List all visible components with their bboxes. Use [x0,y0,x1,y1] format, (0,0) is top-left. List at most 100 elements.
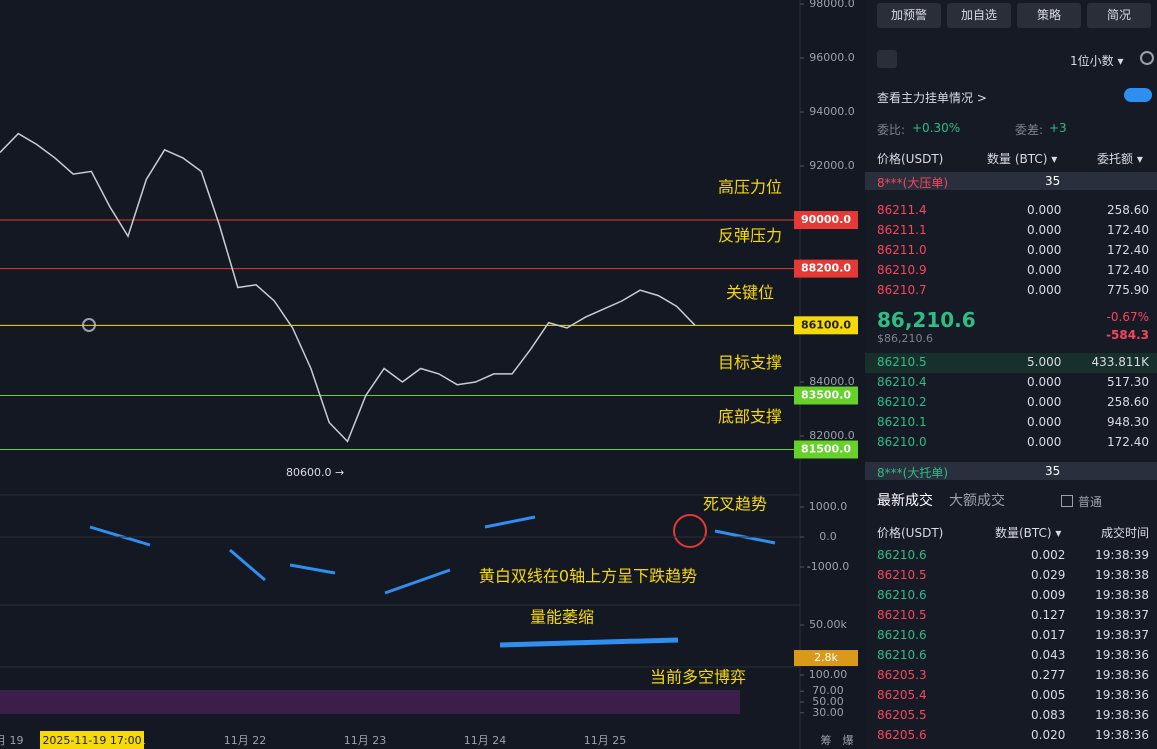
toggle[interactable] [1124,88,1152,102]
y-tick-label: 94000.0 [809,105,855,118]
trade-time: 19:38:39 [1095,548,1149,562]
x-tick-label: 11月 24 [464,734,507,747]
column-header[interactable]: 数量(BTC) ▾ [995,526,1062,540]
trade-time: 19:38:38 [1095,588,1149,602]
trade-time: 19:38:36 [1095,688,1149,702]
trade-time: 19:38:37 [1095,608,1149,622]
level-label: 86100.0 [801,318,851,331]
column-header: 价格(USDT) [877,152,944,166]
checkbox[interactable] [1061,495,1073,507]
level-box [794,440,858,459]
annotation: 量能萎缩 [530,608,594,627]
amount: 775.90 [1107,283,1149,297]
highlight-circle [673,514,707,548]
trade-qty: 0.020 [1031,728,1066,742]
trade-qty: 0.002 [1031,548,1066,562]
view-toggle[interactable] [877,50,897,68]
y-tick-label: 84000.0 [809,375,855,388]
ratio: +0.30% [912,121,961,135]
column-header: 成交时间 [1100,526,1149,540]
level-note: 关键位 [726,283,774,302]
price: 86210.9 [877,263,927,277]
annotation: 死叉趋势 [703,495,767,514]
trade-qty: 0.277 [1031,668,1066,682]
rsi-band [0,690,740,714]
bid-highlight [865,353,1157,373]
quantity: 0.000 [1027,283,1062,297]
quantity: 0.000 [1027,263,1062,277]
annotation-arrows [89,515,776,648]
price: 86210.1 [877,415,927,429]
price: 86211.1 [877,223,927,237]
x-tick-label: 11月 23 [344,734,387,747]
y-tick-label: -1000.0 [807,560,849,573]
y-tick-label: 98000.0 [809,0,855,10]
y-tick-label: 82000.0 [809,429,855,442]
level-note: 目标支撑 [718,353,782,372]
trade-price: 86205.3 [877,668,927,682]
tab[interactable]: 最新成交 [877,493,933,509]
bid-banner: 8***(大托单) 35 [865,462,1157,480]
quantity: 0.000 [1027,203,1062,217]
price: 86210.2 [877,395,927,409]
trade-time: 19:38:38 [1095,568,1149,582]
level-label: 88200.0 [801,262,851,275]
trade-price: 86210.6 [877,648,927,662]
change-pct: -0.67% [1106,310,1149,324]
price: 86211.0 [877,243,927,257]
trade-qty: 0.029 [1031,568,1066,582]
button[interactable]: 策略 [1017,3,1081,28]
price: 86210.7 [877,283,927,297]
trade-qty: 0.127 [1031,608,1066,622]
price-line [0,132,696,443]
annotation: 黄白双线在0轴上方呈下跌趋势 [479,567,697,586]
corner-label[interactable]: 爆 [843,733,854,747]
trade-time: 19:38:36 [1095,728,1149,742]
amount: 258.60 [1107,203,1149,217]
current-volume-box [794,650,858,667]
y-tick-label: 100.00 [809,668,848,681]
current-volume-label: 2.8k [814,651,838,664]
crosshair-time-box [40,731,144,749]
side-panel: 加预警 加自选 策略 简况 1位小数 ▾ 查看主力挂单情况 > 委比: +0.3… [865,0,1157,749]
tab[interactable]: 大额成交 [949,493,1005,509]
trade-price: 86205.6 [877,728,927,742]
trade-qty: 0.017 [1031,628,1066,642]
trade-price: 86210.6 [877,588,927,602]
column-header[interactable]: 数量 (BTC) ▾ [987,152,1058,166]
level-note: 反弹压力 [718,226,782,245]
quantity: 0.000 [1027,415,1062,429]
button[interactable]: 简况 [1087,3,1151,28]
trade-price: 86210.6 [877,548,927,562]
column-header[interactable]: 委托额 ▾ [1097,152,1143,166]
settings-icon[interactable] [1140,51,1154,65]
price: 86210.5 [877,355,927,369]
y-tick-label: 50.00k [809,618,847,631]
trade-qty: 0.009 [1031,588,1066,602]
level-box [794,259,858,278]
x-tick-label: 11月 22 [224,734,267,747]
y-tick-label: 1000.0 [809,500,848,513]
level-box [794,316,858,335]
checkbox-label[interactable]: 普通 [1078,495,1103,509]
trade-price: 86210.5 [877,568,927,582]
banner-count: 35 [1045,174,1061,188]
crosshair-time: 2025-11-19 17:00 [42,734,141,747]
corner-label[interactable]: 筹 [821,733,832,747]
amount: 172.40 [1107,243,1149,257]
quantity: 0.000 [1027,395,1062,409]
trade-time: 19:38:36 [1095,708,1149,722]
price: 86210.0 [877,435,927,449]
precision-select[interactable]: 1位小数 ▾ [1070,54,1124,68]
banner-count: 35 [1045,464,1061,478]
label: 委差: [1015,123,1044,137]
annotation: 当前多空博弈 [650,668,746,687]
x-tick-label: 11月 25 [584,734,627,747]
quantity: 0.000 [1027,375,1062,389]
trade-qty: 0.005 [1031,688,1066,702]
button[interactable]: 加预警 [877,3,941,28]
trade-time: 19:38:37 [1095,628,1149,642]
button[interactable]: 加自选 [947,3,1011,28]
link[interactable]: 查看主力挂单情况 > [877,91,987,105]
